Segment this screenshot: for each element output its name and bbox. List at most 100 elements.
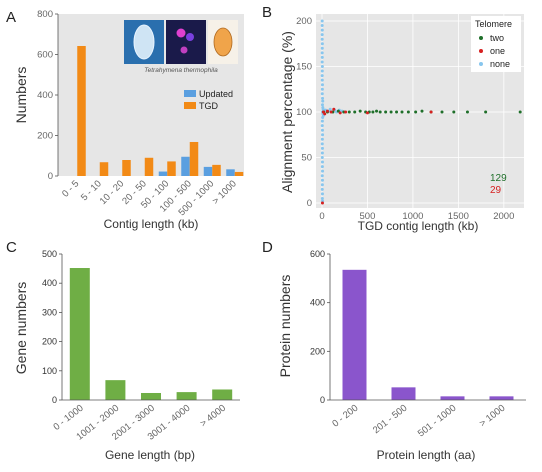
point-none-14 [320, 83, 324, 87]
point-none-0 [320, 19, 324, 23]
panel-d-x-tick-label-0: 0 - 200 [330, 403, 360, 430]
panel-a-x-tick-label-7: > 1000 [210, 178, 239, 207]
legend-marker-none [479, 62, 483, 66]
inset-nucleus-1 [176, 28, 186, 38]
panel-b-y-ticks: 0 50 100 150 200 [296, 16, 312, 209]
point-none-29 [321, 133, 325, 137]
point-one-7 [344, 110, 348, 114]
point-none-17 [321, 96, 325, 100]
legend-label-two: two [490, 33, 504, 43]
point-two-15 [395, 110, 399, 114]
panel-b-y-axis-label: Alignment percentage (%) [279, 31, 295, 193]
point-none-25 [321, 115, 325, 119]
panel-b-y-tick-label-2: 100 [296, 107, 312, 118]
point-two-22 [452, 110, 456, 114]
panel-a-y-ticks: 0 200 400 600 800 [37, 9, 59, 182]
panel-b-x-tick-label-4: 2000 [493, 211, 514, 222]
panel-c-x-tick-label-4: > 4000 [198, 403, 228, 430]
bar-updated-7 [226, 169, 235, 176]
point-two-3 [336, 109, 340, 113]
point-two-18 [414, 110, 418, 114]
panel-d-x-tick-label-3: > 1000 [477, 403, 507, 430]
panel-b-x-axis-label: TGD contig length (kb) [358, 219, 479, 233]
panel-c-bar-0 [69, 268, 90, 400]
point-two-17 [406, 110, 410, 114]
panel-b-y-tick-label-1: 50 [301, 153, 312, 164]
panel-b-points [320, 19, 522, 205]
point-none-30 [320, 137, 324, 141]
point-none-5 [320, 42, 324, 46]
panel-c-y-tick-label-3: 300 [42, 307, 57, 317]
bar-updated-6 [203, 166, 213, 176]
bar-tgd-0 [77, 45, 86, 177]
panel-c-bar-3 [176, 392, 197, 400]
point-none-8 [320, 55, 324, 59]
panel-c-y-axis-label: Gene numbers [13, 282, 29, 375]
inset-image-fluorescence [166, 20, 206, 64]
point-two-7 [358, 109, 362, 113]
point-two-10 [371, 110, 375, 114]
point-none-42 [320, 192, 324, 196]
point-none-9 [320, 60, 324, 64]
legend-marker-one [479, 49, 483, 53]
point-none-3 [320, 33, 324, 37]
inset-cell-drawing [213, 27, 233, 57]
point-one-2 [323, 112, 327, 116]
panel-c-bar-2 [141, 392, 161, 400]
point-one-9 [429, 110, 433, 114]
point-none-21 [321, 107, 325, 111]
panel-b-x-tick-label-3: 1500 [448, 211, 469, 222]
point-none-18 [321, 99, 325, 103]
legend-label-one: one [490, 46, 505, 56]
count-annotation-one: 29 [490, 185, 502, 196]
point-none-36 [320, 165, 324, 169]
bar-tgd-7 [234, 171, 244, 176]
panel-d-x-ticks: 0 - 200 201 - 500 501 - 1000 > 1000 [330, 403, 507, 440]
panel-a-legend: Updated TGD [184, 89, 233, 111]
point-one-4 [329, 110, 333, 114]
panel-a-y-tick-label-0: 0 [48, 171, 53, 182]
bar-tgd-5 [189, 141, 199, 176]
point-two-23 [465, 110, 469, 114]
panel-d: D 0 200 400 600 0 - 200 201 - 500 501 - 1000 >… [262, 239, 526, 462]
panel-c-y-tick-label-2: 200 [42, 337, 57, 347]
point-none-11 [320, 69, 324, 73]
point-one-0 [320, 201, 324, 205]
point-none-34 [320, 156, 324, 159]
point-none-27 [320, 124, 324, 128]
point-one-3 [325, 109, 329, 113]
panel-b-x-tick-label-0: 0 [319, 211, 324, 222]
point-none-7 [320, 51, 324, 55]
bar-updated-4 [158, 171, 168, 176]
panel-d-bar-1 [391, 387, 416, 400]
point-none-16 [320, 92, 324, 96]
legend-marker-two [479, 36, 483, 40]
point-none-41 [320, 187, 324, 191]
point-two-24 [484, 110, 488, 114]
panel-a-y-tick-label-4: 800 [37, 9, 53, 20]
panel-d-x-tick-label-1: 201 - 500 [371, 403, 409, 436]
point-two-6 [353, 110, 357, 114]
panel-c-y-ticks: 0 100 200 300 400 500 [42, 249, 240, 405]
point-two-19 [420, 109, 424, 113]
point-none-38 [320, 174, 324, 178]
point-none-13 [320, 78, 324, 82]
inset-cell-shape [133, 24, 155, 60]
panel-b-legend: Telomere two one none [471, 16, 521, 72]
point-none-43 [320, 196, 324, 200]
point-none-1 [320, 24, 324, 28]
panel-a-y-tick-label-2: 400 [37, 90, 53, 101]
panel-label-b: B [262, 4, 272, 21]
bar-tgd-6 [212, 164, 221, 176]
point-none-6 [320, 46, 324, 50]
legend-swatch-updated [184, 90, 196, 97]
panel-d-x-axis-label: Protein length (aa) [377, 448, 476, 462]
point-one-6 [338, 111, 342, 115]
point-none-40 [320, 183, 324, 187]
panel-c-plot-area [62, 252, 240, 400]
legend-label-none: none [490, 59, 510, 69]
